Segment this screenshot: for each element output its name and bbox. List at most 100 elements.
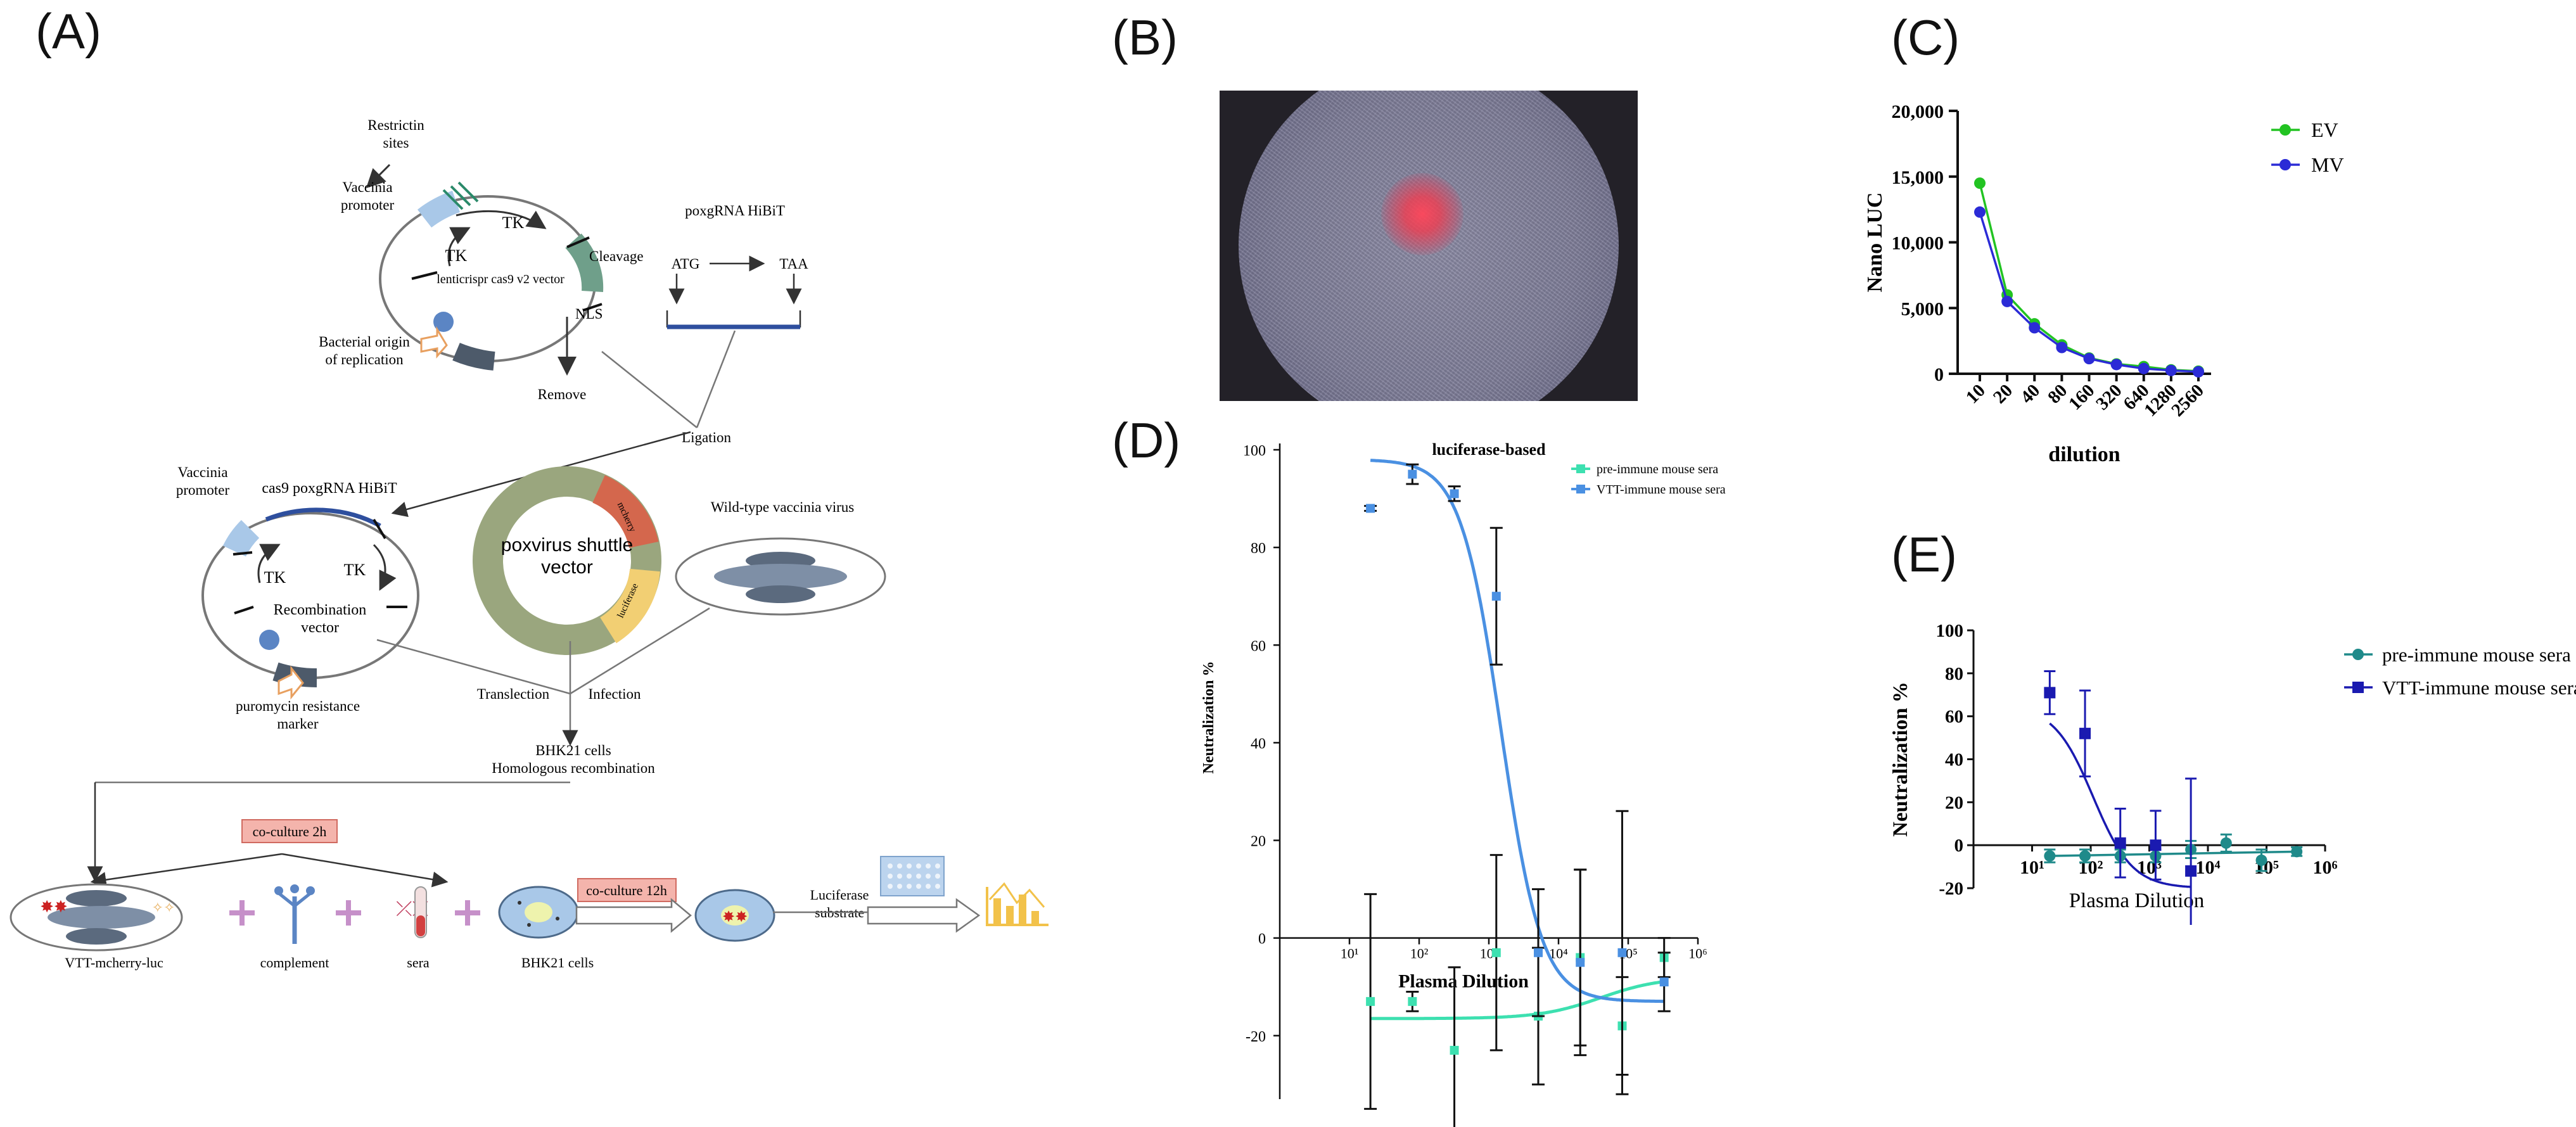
label-bacterial-b: of replication xyxy=(325,352,404,367)
y-tick-label: 40 xyxy=(1251,735,1266,752)
data-point-pre-immune xyxy=(1450,1045,1459,1055)
x-tick-label: 10⁶ xyxy=(1688,946,1707,962)
plasmid-lenticrispr xyxy=(366,163,604,376)
vtt-virus-icon: ✸✸ ✧✧ xyxy=(10,883,183,952)
arrow-luciferase xyxy=(867,898,981,933)
complement-icon xyxy=(274,884,315,944)
label-remove: Remove xyxy=(538,386,587,402)
data-point-vtt-immune xyxy=(2044,687,2056,699)
panel-letter-b: (B) xyxy=(1112,10,1178,65)
panel-letter-d: (D) xyxy=(1112,412,1181,468)
data-point-pre-immune xyxy=(2220,837,2232,849)
label-nls: NLS xyxy=(575,306,603,322)
coculture-2h-box xyxy=(241,819,338,843)
y-tick-label: 100 xyxy=(1936,621,1964,641)
microscopy-image xyxy=(1220,91,1638,401)
label-vaccinia-promoter-2a: Vaccinia xyxy=(177,464,227,480)
y-tick-label: 80 xyxy=(1251,540,1266,557)
label-puro-a: puromycin resistance xyxy=(236,698,360,714)
data-point-vtt-immune xyxy=(1366,504,1375,513)
label-bhk21-b: Homologous recombination xyxy=(492,760,655,776)
wild-type-virus-icon xyxy=(675,537,886,616)
y-tick-label: 0 xyxy=(1934,364,1944,385)
label-translection: Translection xyxy=(477,686,550,702)
label-tk-left: TK xyxy=(445,246,468,265)
y-tick-label: 60 xyxy=(1251,638,1266,654)
data-point-vtt-immune xyxy=(2185,865,2197,877)
svg-text:✸✸: ✸✸ xyxy=(722,909,748,926)
label-bhk21-cells: BHK21 cells xyxy=(521,955,594,971)
bhk21-cell-icon xyxy=(498,886,579,939)
arrow-12h xyxy=(575,898,692,933)
x-tick-label: 40 xyxy=(2017,380,2044,407)
data-point-pre-immune xyxy=(1366,996,1375,1006)
legend-label-ev: EV xyxy=(2311,118,2338,141)
legend-marker xyxy=(1576,464,1585,473)
y-tick-label: 15,000 xyxy=(1892,167,1944,188)
label-poxgrna-title: poxgRNA HiBiT xyxy=(685,203,785,219)
y-axis-label: Neutralization % xyxy=(1889,682,1912,837)
series-line-mv xyxy=(1979,212,2199,373)
label-wild-type: Wild-type vaccinia virus xyxy=(711,499,854,515)
panel-letter-c: (C) xyxy=(1891,10,1960,65)
x-axis-label: dilution xyxy=(2048,443,2120,466)
label-infection: Infection xyxy=(588,686,641,702)
label-vaccinia-promoter-1b: promoter xyxy=(341,197,395,213)
x-tick-label: 10² xyxy=(1410,946,1429,962)
y-tick-label: 20,000 xyxy=(1892,101,1944,122)
label-sera: sera xyxy=(407,955,430,971)
legend-label: VTT-immune mouse sera xyxy=(1597,483,1726,497)
legend-marker xyxy=(2352,682,2364,693)
poxvirus-shuttle-vector xyxy=(473,466,661,655)
data-point-pre-immune xyxy=(2044,850,2056,862)
y-tick-label: 40 xyxy=(1945,750,1963,770)
label-tk-top: TK xyxy=(502,213,525,232)
label-cas9-poxgrna: cas9 poxgRNA HiBiT xyxy=(262,480,397,497)
data-point-vtt-immune xyxy=(1576,958,1585,967)
data-point-pre-immune xyxy=(2291,846,2303,858)
data-point-mv xyxy=(2193,366,2204,378)
label-complement: complement xyxy=(260,955,329,971)
legend-label: pre-immune mouse sera xyxy=(1597,462,1718,476)
y-tick-label: 60 xyxy=(1945,707,1963,727)
data-point-pre-immune xyxy=(1491,948,1501,957)
coculture-12h-box xyxy=(577,878,677,902)
x-tick-label: 10⁶ xyxy=(2313,857,2338,878)
data-point-mv xyxy=(2083,353,2095,365)
data-point-vtt-immune xyxy=(2150,839,2162,851)
y-axis-label: Nano LUC xyxy=(1863,193,1887,293)
legend-marker-mv xyxy=(2280,159,2291,170)
legend-marker xyxy=(2352,649,2364,660)
panel-a-schematic: Restrictin sites Vaccinia promoter TK TK… xyxy=(10,117,1049,971)
label-puro-b: marker xyxy=(277,716,318,732)
data-point-mv xyxy=(2001,295,2013,307)
data-point-mv xyxy=(2029,322,2041,334)
label-bacterial-a: Bacterial origin xyxy=(319,334,410,350)
label-sites: sites xyxy=(383,135,409,151)
y-tick-label: 0 xyxy=(1954,836,1964,856)
data-point-pre-immune xyxy=(1408,996,1417,1006)
data-point-vtt-immune xyxy=(2114,837,2126,849)
label-vaccinia-promoter-2b: promoter xyxy=(176,482,230,498)
label-coculture-12h: co-culture 12h xyxy=(586,882,667,898)
chart-title: luciferase-based xyxy=(1432,440,1546,459)
data-point-pre-immune xyxy=(2079,850,2091,862)
label-poxvirus-b: vector xyxy=(541,557,593,578)
y-tick-label: 10,000 xyxy=(1892,233,1944,254)
legend-label-mv: MV xyxy=(2311,153,2344,176)
svg-text:✧✧: ✧✧ xyxy=(152,900,175,915)
x-tick-label: 20 xyxy=(1989,380,2017,407)
label-poxvirus-a: poxvirus shuttle xyxy=(501,535,633,556)
label-cleavage: Cleavage xyxy=(589,248,644,264)
legend-marker xyxy=(1576,485,1585,493)
plus-icon xyxy=(455,900,480,926)
legend-marker-ev xyxy=(2280,124,2291,136)
data-point-mv xyxy=(1974,206,1986,218)
data-point-mv xyxy=(2138,362,2150,374)
legend-label: pre-immune mouse sera xyxy=(2382,644,2571,666)
x-axis-label: Plasma Dilution xyxy=(1398,971,1529,992)
label-vector-name: lenticrispr cas9 v2 vector xyxy=(437,272,564,286)
label-bhk21-a: BHK21 cells xyxy=(535,742,611,758)
